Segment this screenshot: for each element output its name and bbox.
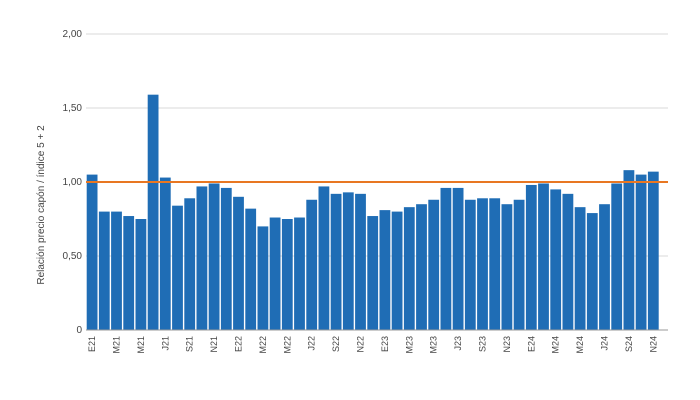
bar — [428, 199, 440, 330]
bar — [220, 187, 232, 330]
bar — [159, 177, 171, 330]
bar — [647, 171, 659, 330]
bar — [477, 198, 488, 330]
x-tick-label: J24 — [600, 336, 610, 351]
x-tick-label: S21 — [185, 336, 195, 352]
y-tick-label: 0,50 — [63, 251, 83, 262]
bar — [367, 216, 379, 330]
bar — [611, 183, 623, 330]
bar — [513, 199, 525, 330]
x-tick-label: M22 — [282, 336, 292, 354]
x-tick-label: E21 — [87, 336, 97, 352]
y-axis-label: Relación precio capón / índice 5 + 2 — [36, 125, 47, 285]
bar — [233, 196, 244, 330]
x-tick-label: N21 — [209, 336, 219, 353]
bar — [184, 198, 196, 330]
bar — [355, 193, 366, 330]
bar — [440, 187, 452, 330]
x-tick-label: S24 — [624, 336, 634, 352]
bar — [489, 198, 501, 330]
bar — [342, 192, 354, 330]
bar — [550, 189, 562, 330]
x-tick-label: S23 — [478, 336, 488, 352]
bar — [269, 217, 281, 330]
bar — [586, 213, 598, 330]
x-tick-label: N24 — [648, 336, 658, 353]
bar — [98, 211, 110, 330]
bar — [123, 216, 135, 330]
bar — [403, 207, 415, 330]
bar — [391, 211, 403, 330]
bar — [562, 193, 574, 330]
bar — [172, 205, 183, 330]
x-tick-label: J22 — [307, 336, 317, 351]
x-tick-label: N23 — [502, 336, 512, 353]
bar — [208, 183, 220, 330]
x-tick-label: M24 — [551, 336, 561, 354]
x-tick-label: M23 — [404, 336, 414, 354]
bar — [147, 94, 159, 331]
x-tick-label: E23 — [380, 336, 390, 352]
bar — [111, 211, 122, 330]
bar — [281, 219, 293, 330]
bar — [294, 217, 305, 330]
x-tick-label: M21 — [136, 336, 146, 354]
bar — [623, 170, 635, 330]
x-tick-label: J21 — [160, 336, 170, 351]
bar — [379, 210, 391, 330]
bar — [599, 204, 610, 330]
y-tick-label: 0 — [76, 325, 82, 336]
y-tick-label: 1,50 — [63, 103, 83, 114]
bar — [501, 204, 513, 330]
bar — [416, 204, 427, 330]
bar — [635, 174, 647, 330]
bar — [525, 184, 537, 330]
bar — [538, 183, 549, 330]
bar — [306, 199, 318, 330]
x-tick-label: M21 — [112, 336, 122, 354]
x-tick-label: M22 — [258, 336, 268, 354]
x-tick-label: S22 — [331, 336, 341, 352]
bar — [318, 186, 330, 330]
x-tick-label: M23 — [429, 336, 439, 354]
bar — [464, 199, 476, 330]
bar — [452, 187, 464, 330]
bar — [135, 219, 147, 330]
bar — [330, 193, 342, 330]
bar — [574, 207, 586, 330]
bar — [245, 208, 257, 330]
bar — [196, 186, 208, 330]
x-tick-label: E24 — [526, 336, 536, 352]
x-tick-label: E22 — [234, 336, 244, 352]
y-tick-label: 1,00 — [63, 177, 83, 188]
x-tick-label: M24 — [575, 336, 585, 354]
x-tick-label: J23 — [453, 336, 463, 351]
y-tick-label: 2,00 — [63, 29, 83, 40]
x-tick-label: N22 — [356, 336, 366, 353]
bar — [86, 174, 98, 330]
bar — [257, 226, 269, 330]
